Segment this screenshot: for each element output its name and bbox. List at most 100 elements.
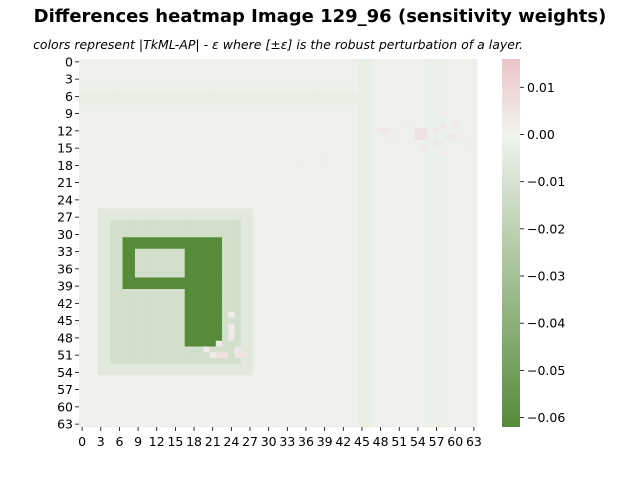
heatmap-cell xyxy=(228,133,235,140)
heatmap-cell xyxy=(85,421,92,428)
heatmap-cell xyxy=(116,76,123,83)
heatmap-cell xyxy=(321,375,329,382)
heatmap-cell xyxy=(309,260,316,267)
heatmap-cell xyxy=(215,415,223,422)
heatmap-cell xyxy=(197,202,204,209)
heatmap-cell xyxy=(333,369,341,376)
heatmap-cell xyxy=(228,300,235,307)
heatmap-cell xyxy=(103,70,111,77)
heatmap-cell xyxy=(147,260,155,267)
heatmap-cell xyxy=(340,289,347,296)
heatmap-cell xyxy=(433,363,441,370)
heatmap-cell xyxy=(153,381,161,388)
heatmap-cell xyxy=(178,375,186,382)
heatmap-cell xyxy=(340,59,347,66)
heatmap-cell xyxy=(116,133,123,140)
heatmap-cell xyxy=(246,254,254,261)
heatmap-cell xyxy=(433,312,441,319)
heatmap-cell xyxy=(259,151,266,158)
y-tick-label: 30 xyxy=(57,227,73,242)
heatmap-cell xyxy=(178,277,186,284)
heatmap-cell xyxy=(240,317,248,324)
heatmap-cell xyxy=(116,386,123,393)
heatmap-cell xyxy=(190,283,198,290)
heatmap-cell xyxy=(190,335,198,342)
heatmap-cell xyxy=(271,139,279,146)
heatmap-cell xyxy=(110,312,117,319)
heatmap-cell xyxy=(284,346,291,353)
heatmap-cell xyxy=(389,398,397,405)
heatmap-cell xyxy=(358,254,366,261)
heatmap-cell xyxy=(128,151,136,158)
heatmap-cell xyxy=(421,151,428,158)
heatmap-cell xyxy=(383,185,391,192)
heatmap-cell xyxy=(246,197,254,204)
heatmap-cell xyxy=(377,139,385,146)
heatmap-cell xyxy=(134,329,142,336)
heatmap-cell xyxy=(333,386,341,393)
heatmap-cell xyxy=(433,220,441,227)
heatmap-cell xyxy=(445,398,453,405)
heatmap-cell xyxy=(414,335,422,342)
heatmap-cell xyxy=(141,358,148,365)
heatmap-cell xyxy=(296,312,304,319)
heatmap-cell xyxy=(159,248,167,255)
heatmap-cell xyxy=(290,105,298,112)
heatmap-cell xyxy=(396,93,403,100)
heatmap-cell xyxy=(290,306,298,313)
heatmap-cell xyxy=(315,70,322,77)
heatmap-cell xyxy=(377,59,385,66)
heatmap-cell xyxy=(445,99,453,106)
heatmap-cell xyxy=(259,409,266,416)
heatmap-cell xyxy=(91,156,99,163)
heatmap-cell xyxy=(290,335,298,342)
heatmap-cell xyxy=(278,76,285,83)
heatmap-cell xyxy=(184,237,192,244)
heatmap-cell xyxy=(128,133,136,140)
heatmap-cell xyxy=(433,306,441,313)
heatmap-cell xyxy=(389,93,397,100)
heatmap-cell xyxy=(358,294,366,301)
heatmap-cell xyxy=(228,208,235,215)
heatmap-cell xyxy=(141,277,148,284)
heatmap-cell xyxy=(452,151,459,158)
heatmap-cell xyxy=(203,404,210,411)
heatmap-cell xyxy=(271,156,279,163)
heatmap-cell xyxy=(365,139,372,146)
heatmap-cell xyxy=(209,202,217,209)
heatmap-cell xyxy=(97,404,105,411)
heatmap-cell xyxy=(110,139,117,146)
heatmap-cell xyxy=(234,110,242,117)
heatmap-cell xyxy=(184,317,192,324)
heatmap-cell xyxy=(203,214,210,221)
heatmap-cell xyxy=(371,386,378,393)
heatmap-cell xyxy=(414,93,422,100)
heatmap-cell xyxy=(439,323,447,330)
heatmap-cell xyxy=(91,237,99,244)
heatmap-cell xyxy=(234,214,242,221)
heatmap-cell xyxy=(309,128,316,135)
heatmap-cell xyxy=(85,243,92,250)
heatmap-cell xyxy=(358,156,366,163)
heatmap-cell xyxy=(122,346,130,353)
heatmap-cell xyxy=(79,243,86,250)
heatmap-cell xyxy=(178,214,186,221)
heatmap-cell xyxy=(240,398,248,405)
heatmap-cell xyxy=(234,237,242,244)
heatmap-cell xyxy=(346,231,354,238)
heatmap-cell xyxy=(452,300,459,307)
heatmap-cell xyxy=(159,312,167,319)
heatmap-cell xyxy=(246,421,254,428)
heatmap-cell xyxy=(265,76,273,83)
heatmap-cell xyxy=(91,404,99,411)
heatmap-cell xyxy=(278,277,285,284)
heatmap-cell xyxy=(346,369,354,376)
heatmap-cell xyxy=(178,179,186,186)
heatmap-cell xyxy=(439,151,447,158)
heatmap-cell xyxy=(153,110,161,117)
heatmap-cell xyxy=(234,162,242,169)
heatmap-cell xyxy=(134,202,142,209)
heatmap-cell xyxy=(296,415,304,422)
heatmap-cell xyxy=(103,87,111,94)
